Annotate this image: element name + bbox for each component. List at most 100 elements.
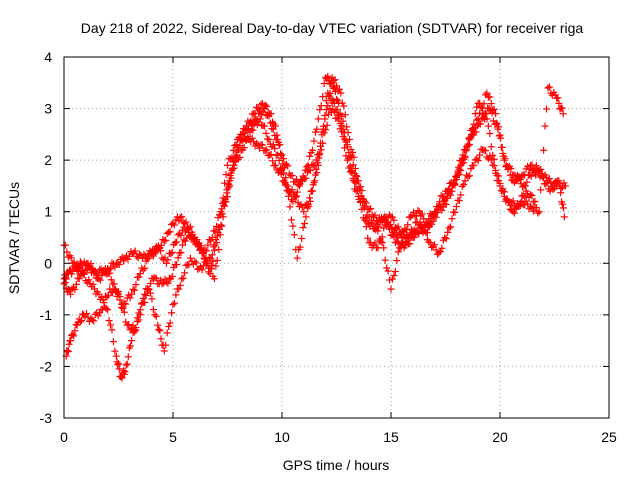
data-point	[455, 163, 463, 171]
data-point	[182, 218, 190, 226]
data-point	[162, 341, 170, 349]
data-point	[482, 110, 490, 118]
data-point	[123, 360, 131, 368]
data-point	[340, 144, 348, 152]
data-point	[371, 211, 379, 219]
data-point	[474, 157, 482, 165]
data-point	[476, 99, 484, 107]
data-point	[388, 213, 396, 221]
data-point	[430, 212, 438, 220]
data-point	[205, 268, 213, 276]
data-point	[189, 234, 197, 241]
data-point	[285, 192, 293, 200]
data-point	[226, 155, 234, 163]
data-point	[168, 272, 176, 280]
data-point	[104, 306, 112, 314]
data-point	[442, 235, 450, 243]
data-point	[338, 99, 346, 107]
data-point	[85, 276, 93, 284]
data-point	[450, 177, 458, 185]
data-point	[75, 263, 83, 271]
data-point	[420, 215, 428, 223]
data-point	[559, 110, 567, 118]
data-point	[241, 125, 249, 133]
data-point	[105, 266, 113, 274]
data-point	[557, 189, 565, 197]
data-point	[293, 192, 301, 200]
data-point	[418, 210, 426, 218]
data-point	[541, 122, 549, 130]
data-point	[314, 159, 322, 167]
data-point	[317, 146, 325, 154]
y-tick-label: -2	[40, 358, 53, 374]
data-point	[213, 232, 221, 240]
data-point	[286, 203, 294, 211]
data-point	[490, 105, 498, 113]
data-point	[559, 204, 567, 212]
data-point	[67, 290, 75, 298]
data-point	[67, 337, 75, 345]
series-track-4	[60, 74, 568, 309]
data-point	[253, 139, 261, 147]
data-point	[287, 216, 295, 224]
data-point	[356, 186, 364, 194]
x-tick-label: 5	[169, 429, 177, 445]
data-point	[290, 231, 298, 239]
data-point	[120, 367, 128, 375]
data-point	[449, 181, 457, 189]
data-point	[129, 329, 137, 337]
data-point	[532, 162, 540, 170]
data-point	[348, 148, 356, 156]
data-point	[263, 102, 271, 110]
data-point	[333, 114, 341, 122]
plot-frame	[63, 56, 610, 419]
data-point	[172, 291, 180, 299]
data-point	[94, 271, 102, 279]
data-point	[316, 106, 324, 114]
x-tick-label: 25	[601, 429, 617, 445]
data-point	[269, 157, 277, 165]
data-point	[145, 254, 153, 262]
data-point	[171, 239, 179, 247]
data-point	[326, 89, 334, 97]
data-point	[121, 368, 129, 376]
y-tick-label: 4	[44, 49, 52, 65]
data-point	[483, 89, 491, 97]
data-point	[124, 255, 132, 263]
data-point	[455, 197, 463, 205]
data-point	[261, 147, 269, 155]
data-point	[112, 352, 120, 360]
data-point	[407, 213, 415, 221]
data-point	[542, 180, 550, 188]
data-point	[516, 174, 524, 182]
data-point	[309, 146, 317, 154]
data-point	[204, 241, 212, 249]
data-point	[521, 182, 529, 190]
data-point	[236, 153, 244, 161]
y-tick-label: -3	[40, 410, 53, 426]
data-point	[481, 115, 489, 123]
data-point	[499, 187, 507, 195]
data-point	[234, 155, 242, 163]
data-point	[404, 221, 412, 229]
data-point	[269, 141, 277, 149]
data-point	[491, 120, 499, 128]
data-point	[224, 161, 231, 169]
data-point	[111, 263, 119, 271]
data-point	[382, 213, 390, 221]
data-point	[486, 130, 494, 138]
data-point	[401, 225, 409, 233]
data-point	[165, 322, 173, 330]
data-point	[507, 165, 515, 173]
data-point	[453, 171, 461, 179]
data-point	[346, 168, 354, 176]
data-point	[356, 183, 364, 191]
data-point	[302, 174, 310, 182]
data-point	[202, 255, 210, 263]
data-point	[75, 275, 83, 283]
data-point	[511, 209, 519, 217]
data-point	[120, 299, 128, 307]
data-point	[463, 142, 471, 150]
data-point	[380, 244, 388, 252]
